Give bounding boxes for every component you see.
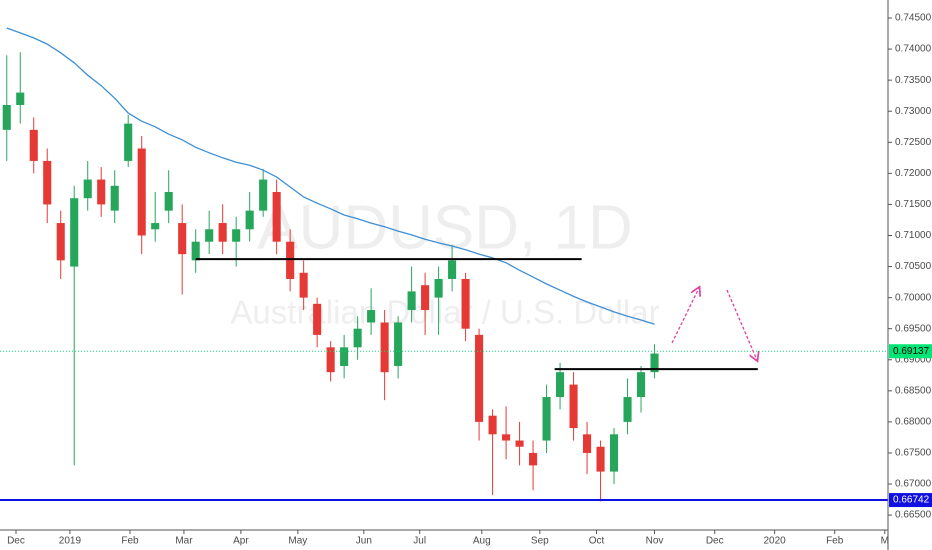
y-tick-label: 0.72000 — [895, 168, 932, 179]
y-tick-label: 0.66500 — [895, 510, 932, 521]
y-tick-label: 0.72500 — [895, 137, 932, 148]
candle-body — [529, 452, 538, 466]
candle-body — [191, 241, 200, 261]
candle-body — [218, 223, 227, 242]
y-tick-label: 0.68500 — [895, 385, 932, 396]
candle-body — [394, 322, 403, 366]
y-tick-label: 0.74500 — [895, 13, 932, 24]
x-tick-label: M — [881, 536, 889, 547]
candle-body — [205, 229, 214, 242]
candle-body — [367, 310, 376, 323]
y-tick-label: 0.67500 — [895, 448, 932, 459]
y-tick-label: 0.69000 — [895, 354, 932, 365]
y-tick-label: 0.74000 — [895, 44, 932, 55]
x-tick-label: Jun — [356, 536, 372, 547]
x-tick-label: Dec — [7, 536, 25, 547]
y-tick-label: 0.71000 — [895, 230, 932, 241]
candle-body — [448, 260, 457, 279]
x-tick-label: Feb — [121, 536, 139, 547]
candle-body — [151, 223, 160, 230]
candle-body — [272, 191, 281, 242]
candle-body — [556, 372, 565, 398]
candle-body — [110, 185, 119, 211]
price-label: 0.69137 — [893, 346, 930, 357]
candle-body — [461, 278, 470, 329]
x-tick-label: Sep — [531, 536, 549, 547]
candle-body — [583, 434, 592, 453]
candle-body — [70, 198, 79, 267]
candle-body — [97, 179, 106, 205]
x-tick-label: Feb — [826, 536, 844, 547]
y-tick-label: 0.69500 — [895, 323, 932, 334]
candle-body — [542, 397, 551, 441]
y-tick-label: 0.68000 — [895, 417, 932, 428]
y-tick-label: 0.67000 — [895, 479, 932, 490]
x-tick-label: Oct — [589, 536, 605, 547]
candle-body — [596, 446, 605, 472]
x-tick-label: 2019 — [59, 536, 82, 547]
x-tick-label: Dec — [706, 536, 724, 547]
candle-body — [299, 272, 308, 298]
candle-body — [407, 291, 416, 311]
y-tick-label: 0.73500 — [895, 75, 932, 86]
x-tick-label: Nov — [646, 536, 664, 547]
candle-body — [475, 334, 484, 422]
candle-body — [515, 440, 524, 447]
candle-body — [636, 372, 646, 398]
candle-body — [421, 285, 430, 311]
arrow-down — [726, 289, 757, 360]
candle-body — [488, 415, 497, 435]
candle-body — [137, 148, 146, 236]
x-tick-label: Apr — [233, 536, 249, 547]
candle-body — [286, 241, 295, 279]
x-tick-label: May — [288, 536, 307, 547]
watermark-subtitle: Australian Dollar / U.S. Dollar — [230, 294, 659, 331]
candle-body — [326, 347, 335, 373]
arrow-up — [671, 288, 699, 344]
x-tick-label: Mar — [175, 536, 193, 547]
candle-body — [434, 278, 443, 298]
candle-body — [232, 229, 241, 242]
y-tick-label: 0.73000 — [895, 106, 932, 117]
candle-body — [178, 223, 187, 255]
price-label-bg — [889, 493, 932, 508]
candle-body — [569, 384, 578, 429]
candle-body — [245, 210, 254, 230]
y-tick-label: 0.70500 — [895, 261, 932, 272]
moving-average — [6, 27, 655, 325]
candle-body — [623, 397, 632, 422]
x-tick-label: Aug — [473, 536, 491, 547]
candle-body — [313, 303, 322, 335]
watermark-title: AUDUSD, 1D — [257, 193, 633, 262]
candle-body — [43, 160, 52, 205]
candle-body — [340, 347, 349, 366]
candle-body — [2, 105, 11, 130]
candle-body — [29, 129, 38, 161]
x-tick-label: 2020 — [764, 536, 787, 547]
price-label: 0.66742 — [893, 495, 930, 506]
price-label-bg — [889, 344, 932, 359]
x-tick-label: Jul — [413, 536, 426, 547]
candle-body — [164, 191, 173, 211]
y-tick-label: 0.71500 — [895, 199, 932, 210]
candle-body — [56, 223, 65, 261]
candle-body — [502, 434, 511, 441]
candle-body — [16, 92, 25, 106]
candle-body — [83, 179, 92, 199]
candle-body — [353, 328, 362, 348]
price-axis-bg — [888, 0, 932, 550]
candle-body — [650, 353, 659, 373]
time-axis-bg — [0, 530, 932, 550]
y-tick-label: 0.70000 — [895, 292, 932, 303]
candle-body — [380, 322, 389, 373]
candle-body — [124, 123, 133, 161]
candle-body — [259, 179, 268, 211]
candle-body — [609, 434, 619, 472]
